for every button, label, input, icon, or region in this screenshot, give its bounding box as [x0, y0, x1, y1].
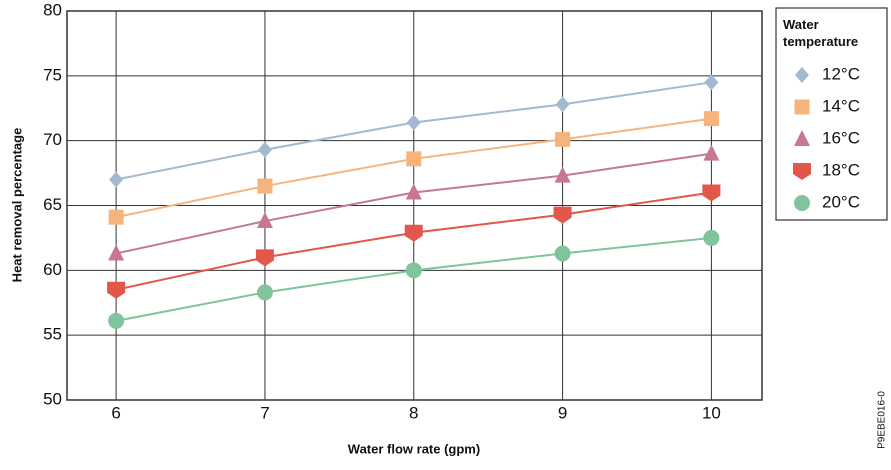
marker [257, 178, 273, 194]
marker [406, 151, 422, 167]
y-axis-label: Heat removal percentage [9, 128, 24, 283]
marker [107, 281, 126, 299]
x-tick-label: 6 [111, 403, 120, 422]
marker [405, 262, 422, 279]
marker [703, 144, 720, 161]
marker [406, 114, 421, 131]
legend-label: 18°C [822, 160, 860, 179]
marker [555, 131, 571, 147]
y-tick-label: 50 [43, 389, 62, 408]
x-tick-label: 7 [260, 403, 269, 422]
legend-marker [793, 163, 811, 180]
legend-label: 20°C [822, 192, 860, 211]
legend-label: 12°C [822, 64, 860, 83]
y-tick-label: 55 [43, 325, 62, 344]
marker [256, 284, 273, 301]
y-tick-label: 60 [43, 260, 62, 279]
y-tick-label: 70 [43, 130, 62, 149]
marker [257, 141, 272, 158]
x-tick-label: 8 [409, 403, 418, 422]
x-axis-label: Water flow rate (gpm) [348, 441, 480, 456]
marker [256, 212, 273, 229]
marker [108, 244, 125, 261]
marker [554, 245, 571, 262]
marker [553, 206, 572, 224]
marker [109, 171, 124, 188]
marker [555, 96, 570, 113]
y-tick-label: 65 [43, 195, 62, 214]
marker [405, 183, 422, 200]
marker [108, 312, 125, 329]
legend-title: Water temperature [783, 17, 858, 49]
marker [108, 209, 124, 225]
legend-marker [794, 195, 810, 211]
figure-id: P9EBE016-0 [877, 391, 888, 449]
marker [255, 249, 274, 267]
legend-marker [794, 99, 810, 115]
legend-label: 16°C [822, 128, 860, 147]
marker [702, 184, 721, 202]
legend-marker [794, 130, 810, 146]
y-tick-label: 80 [43, 0, 62, 19]
marker [703, 229, 720, 246]
plot-frame [66, 10, 763, 401]
legend-label: 14°C [822, 96, 860, 115]
legend-marker [795, 67, 809, 83]
x-tick-label: 10 [702, 403, 721, 422]
x-tick-label: 9 [558, 403, 567, 422]
marker [704, 74, 719, 91]
marker [703, 111, 719, 127]
y-tick-label: 75 [43, 65, 62, 84]
marker [554, 166, 571, 183]
marker [404, 224, 423, 242]
